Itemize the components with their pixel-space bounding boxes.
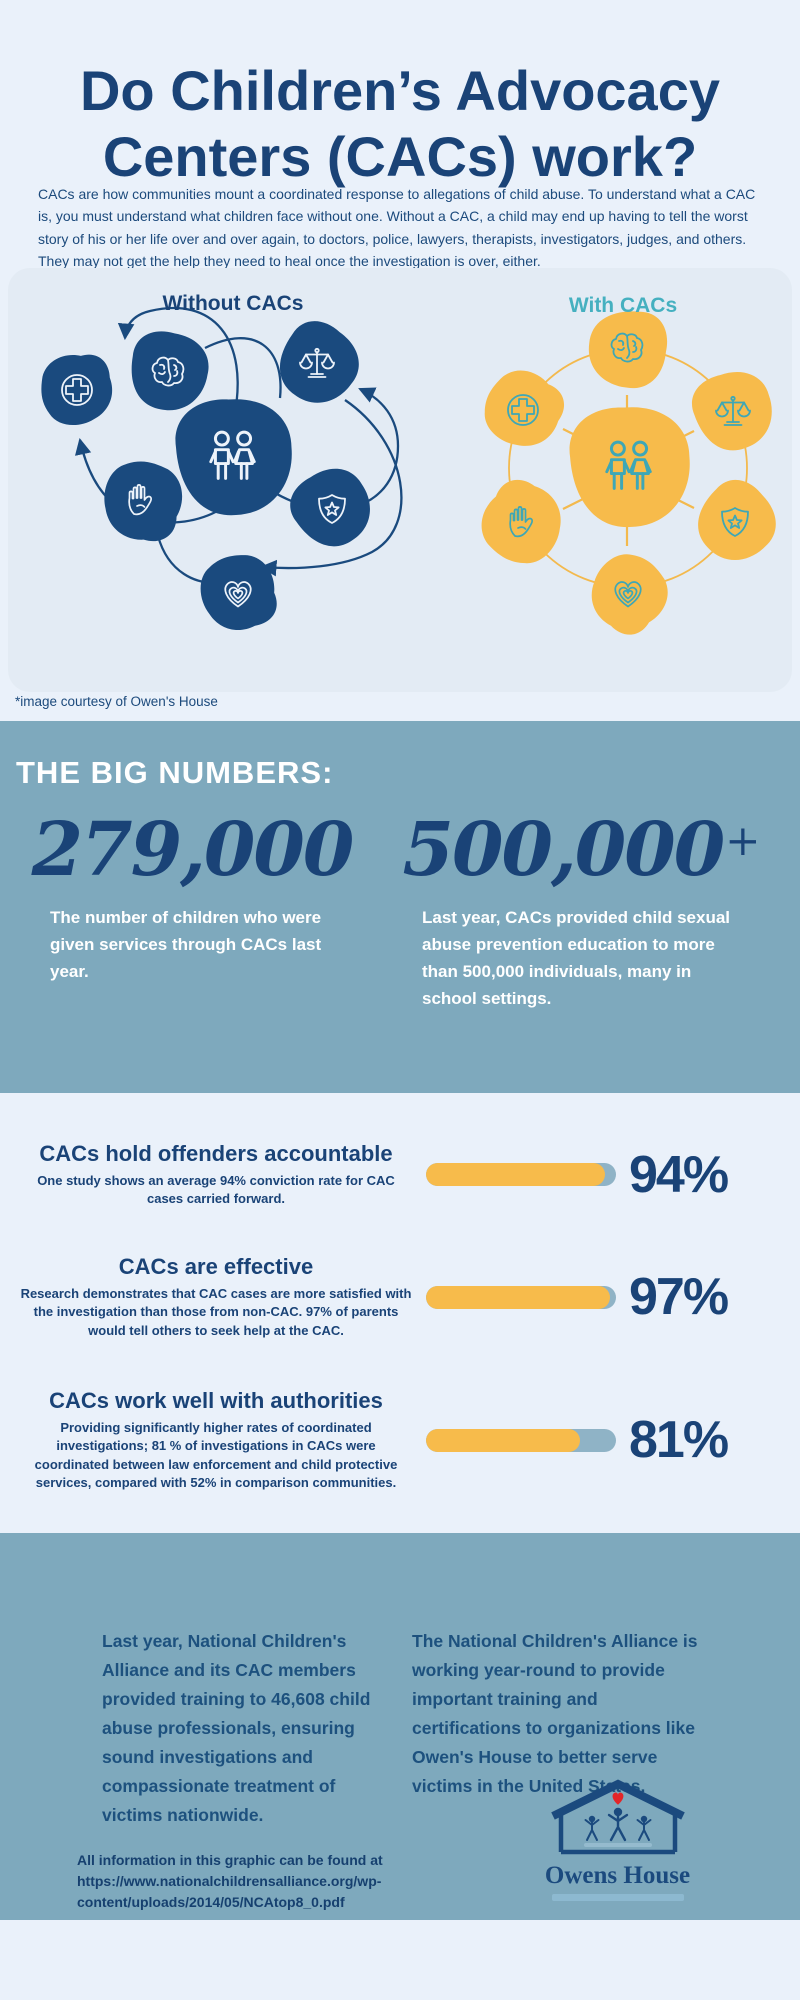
logo-tagline: [551, 1894, 684, 1901]
without-cacs-title: Without CACs: [162, 292, 304, 315]
source-note: All information in this graphic can be f…: [77, 1852, 383, 1910]
stat-text-block: CACs are effective Research demonstrates…: [18, 1254, 414, 1340]
stat-title: CACs hold offenders accountable: [39, 1141, 393, 1166]
progress-bar-fill: [426, 1285, 611, 1309]
stat-percent: 94%: [629, 1145, 729, 1204]
big-number-0: 279,000: [31, 807, 355, 893]
page-title-line2: Centers (CACs) work?: [102, 124, 698, 188]
stat-children-served: 279,000 The number of children who were …: [28, 805, 358, 986]
big-numbers-heading: THE BIG NUMBERS:: [16, 755, 334, 790]
big-numbers-section: THE BIG NUMBERS: 279,000 The number of c…: [0, 721, 800, 1093]
closing-left-text: Last year, National Children's Alliance …: [102, 1630, 371, 1825]
stat-row-authorities: CACs work well with authorities Providin…: [0, 1388, 800, 1493]
stat-text-block: CACs hold offenders accountable One stud…: [18, 1141, 414, 1209]
without-cacs-diagram: [36, 306, 403, 639]
closing-right-text: The National Children's Alliance is work…: [412, 1630, 698, 1796]
progress-bar: [426, 1285, 616, 1309]
stat-row-effective: CACs are effective Research demonstrates…: [0, 1254, 800, 1340]
stat-prevention-education: 500,000+ Last year, CACs provided child …: [398, 805, 763, 1013]
image-credit: *image courtesy of Owen's House: [15, 694, 218, 709]
big-number-1: 500,000: [402, 807, 726, 893]
intro-text: CACs are how communities mount a coordin…: [38, 186, 756, 270]
house-icon: [550, 1779, 685, 1855]
closing-section: Last year, National Children's Alliance …: [0, 1533, 800, 1920]
progress-bar: [426, 1163, 616, 1187]
big-number-1-description: Last year, CACs provided child sexual ab…: [422, 908, 731, 1008]
owens-house-logo: Owens House: [540, 1779, 695, 1901]
big-number-0-description: The number of children who were given se…: [50, 908, 322, 981]
stat-percent: 97%: [629, 1268, 729, 1327]
progress-bar-fill: [426, 1163, 605, 1187]
with-cacs-diagram: [469, 303, 790, 646]
big-number-value: 279,000: [28, 805, 358, 895]
stat-description: Research demonstrates that CAC cases are…: [20, 1286, 412, 1338]
stat-percent: 81%: [629, 1411, 729, 1470]
big-number-value: 500,000+: [398, 805, 763, 895]
stat-description: One study shows an average 94% convictio…: [37, 1173, 395, 1207]
without-blobs: [36, 309, 384, 639]
big-number-1-suffix: +: [725, 816, 760, 865]
page-title-line1: Do Children’s Advocacy: [79, 58, 720, 122]
stat-row-accountable: CACs hold offenders accountable One stud…: [0, 1141, 800, 1209]
logo-wordmark: Owens House: [544, 1862, 691, 1889]
with-cacs-title: With CACs: [568, 294, 678, 317]
heart-icon: [612, 1792, 623, 1805]
stat-title: CACs are effective: [118, 1254, 314, 1279]
footer-strip: [0, 1920, 800, 2000]
stat-description: Providing significantly higher rates of …: [34, 1420, 398, 1491]
page-title: Do Children’s Advocacy Centers (CACs) wor…: [0, 58, 800, 190]
family-figures-icon: [584, 1807, 651, 1842]
stat-text-block: CACs work well with authorities Providin…: [18, 1388, 414, 1493]
stat-title: CACs work well with authorities: [49, 1388, 383, 1413]
progress-bar: [426, 1428, 616, 1452]
progress-bar-fill: [426, 1428, 580, 1452]
